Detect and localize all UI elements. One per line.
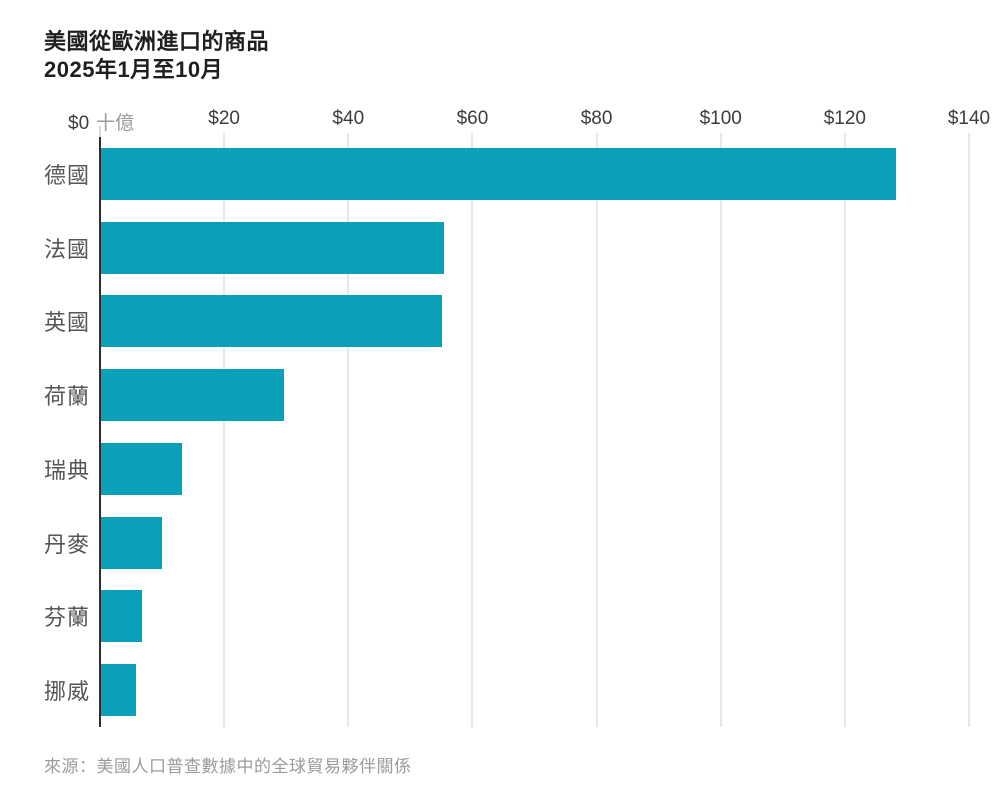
- x-tick-label: $120: [823, 108, 866, 129]
- x-tick-label: $80: [580, 108, 613, 129]
- zero-tick: [99, 126, 101, 137]
- chart-title-line1: 美國從歐洲進口的商品: [44, 29, 270, 54]
- bar: [101, 442, 182, 495]
- gridline: [223, 133, 226, 727]
- category-label: 芬蘭: [44, 605, 91, 631]
- chart-title-line2: 2025年1月至10月: [44, 56, 224, 82]
- gridline: [595, 133, 598, 727]
- x-tick-label: $0 十億: [68, 108, 134, 135]
- bar: [101, 516, 162, 569]
- x-tick-zero-value: $0: [68, 113, 90, 134]
- category-label: 英國: [44, 310, 91, 336]
- x-tick-label: $20: [208, 108, 240, 129]
- gridline: [347, 133, 350, 727]
- x-tick-label: $60: [456, 108, 489, 129]
- gridline: [968, 133, 970, 727]
- category-label: 瑞典: [44, 457, 91, 483]
- y-axis-line: [99, 137, 101, 727]
- bar: [101, 221, 444, 274]
- category-label: 丹麥: [44, 531, 91, 557]
- gridline: [719, 133, 722, 727]
- chart-title: 美國從歐洲進口的商品 2025年1月至10月: [44, 28, 269, 84]
- x-tick-label: $140: [947, 108, 991, 129]
- bar: [101, 664, 136, 717]
- category-label: 挪威: [44, 679, 91, 705]
- bar: [101, 590, 142, 643]
- category-label: 德國: [44, 162, 91, 188]
- category-label: 法國: [44, 236, 91, 262]
- x-axis-unit-label: 十億: [96, 113, 135, 134]
- gridline: [471, 133, 474, 727]
- bar: [101, 369, 285, 422]
- x-tick-label: $40: [332, 108, 365, 129]
- category-label: 荷蘭: [44, 384, 91, 410]
- source-note: 來源：美國人口普查數據中的全球貿易夥伴關係: [44, 757, 412, 776]
- bar: [101, 147, 896, 200]
- gridline: [843, 133, 846, 727]
- bar: [101, 295, 443, 348]
- x-tick-label: $100: [699, 108, 742, 129]
